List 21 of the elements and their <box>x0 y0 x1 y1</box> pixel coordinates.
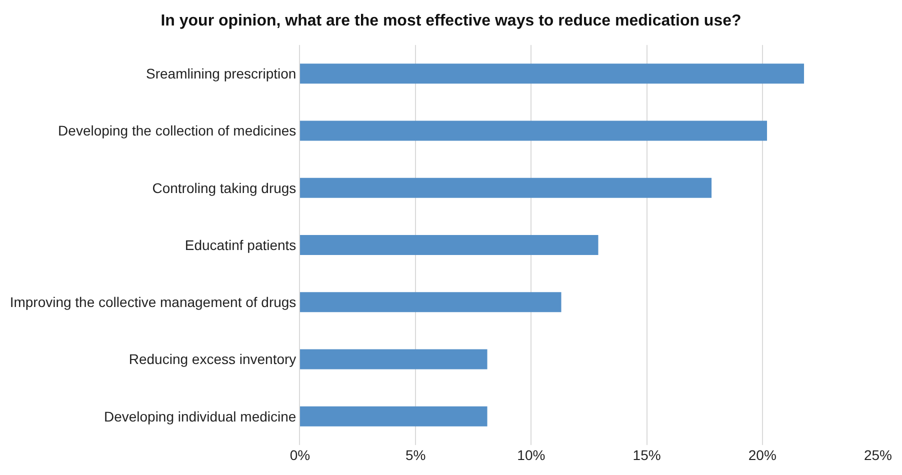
y-tick-label: Improving the collective management of drugs <box>10 294 296 310</box>
bar <box>300 235 598 255</box>
x-tick-label: 0% <box>290 447 310 463</box>
chart-title: In your opinion, what are the most effective ways to reduce medication use? <box>160 12 742 30</box>
x-tick-label: 25% <box>864 447 892 463</box>
x-tick-label: 10% <box>517 447 546 463</box>
bar <box>300 64 804 84</box>
x-tick-label: 15% <box>632 447 661 463</box>
y-tick-label: Reducing excess inventory <box>128 351 296 368</box>
y-tick-label: Developing individual medicine <box>104 408 296 424</box>
y-tick-label: Sreamlining prescription <box>146 65 296 82</box>
y-tick-label: Developing the collection of medicines <box>58 122 296 139</box>
y-tick-label: Controling taking drugs <box>152 180 296 196</box>
bar <box>300 178 712 198</box>
bar <box>300 120 768 141</box>
y-tick-label: Educatinf patients <box>184 236 296 253</box>
bar <box>300 349 488 370</box>
x-tick-label: 20% <box>748 447 776 463</box>
x-tick-label: 5% <box>405 447 426 463</box>
bar <box>300 406 488 426</box>
bar <box>300 292 562 312</box>
